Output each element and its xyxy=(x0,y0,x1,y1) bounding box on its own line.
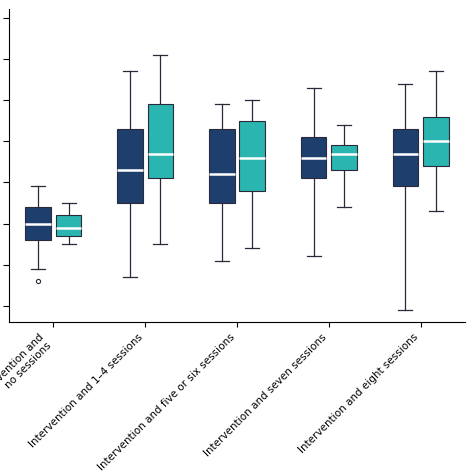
Bar xyxy=(117,129,143,203)
Bar xyxy=(147,104,173,178)
Bar xyxy=(239,120,265,191)
Bar xyxy=(392,129,418,186)
Bar xyxy=(331,146,357,170)
Bar xyxy=(56,215,82,236)
Bar xyxy=(209,129,235,203)
Bar xyxy=(26,207,51,240)
Bar xyxy=(301,137,327,178)
Bar xyxy=(423,117,448,166)
